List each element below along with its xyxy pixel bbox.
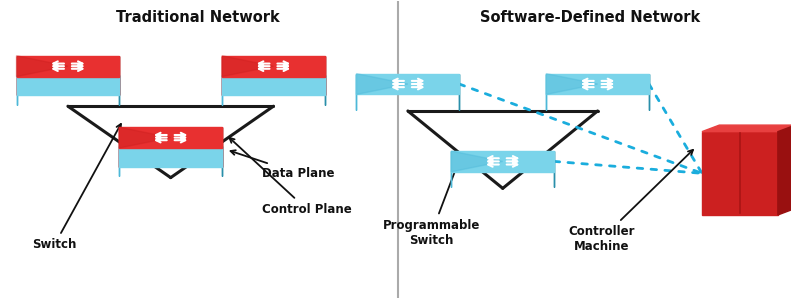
Polygon shape <box>222 56 325 77</box>
Polygon shape <box>120 146 222 167</box>
Polygon shape <box>778 125 792 215</box>
Text: Software-Defined Network: Software-Defined Network <box>480 10 700 25</box>
Polygon shape <box>222 56 273 77</box>
Text: Controller
Machine: Controller Machine <box>569 150 693 253</box>
Text: Control Plane: Control Plane <box>230 138 352 216</box>
Polygon shape <box>702 132 778 215</box>
Polygon shape <box>451 151 503 172</box>
Polygon shape <box>546 74 649 94</box>
Polygon shape <box>17 56 120 77</box>
Polygon shape <box>451 151 554 172</box>
Polygon shape <box>546 74 598 94</box>
Polygon shape <box>120 127 170 148</box>
Polygon shape <box>222 74 325 95</box>
Text: Programmable
Switch: Programmable Switch <box>383 154 480 247</box>
Polygon shape <box>17 74 120 95</box>
Polygon shape <box>120 127 222 148</box>
Polygon shape <box>356 74 459 94</box>
Polygon shape <box>356 74 408 94</box>
Text: Traditional Network: Traditional Network <box>116 10 280 25</box>
Polygon shape <box>17 56 68 77</box>
Text: Data Plane: Data Plane <box>230 150 334 180</box>
Polygon shape <box>702 125 792 132</box>
Text: Switch: Switch <box>32 124 121 251</box>
